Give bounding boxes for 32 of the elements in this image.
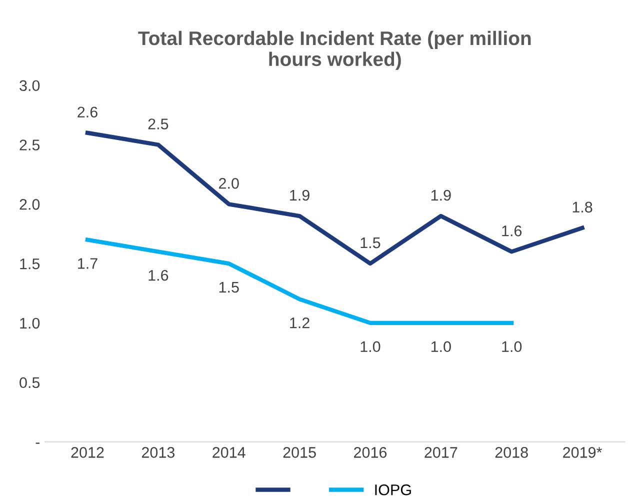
y-tick-label: 3.0 — [20, 80, 40, 92]
y-tick-label: - — [36, 442, 40, 444]
x-tick-label: 2018 — [495, 447, 528, 458]
y-tick-label: 2.5 — [20, 140, 40, 150]
data-label: 1.0 — [431, 341, 451, 352]
data-label: 2.5 — [148, 118, 168, 130]
data-label: 2.6 — [78, 106, 98, 118]
x-tick-label: 2015 — [283, 447, 316, 458]
x-tick-label: 2013 — [142, 447, 174, 458]
x-tick-label: 2017 — [424, 447, 458, 458]
data-label: 1.0 — [360, 341, 380, 352]
x-tick-label: 2016 — [354, 447, 387, 458]
y-tick-label: 0.5 — [20, 377, 40, 388]
data-label: 1.9 — [431, 190, 451, 201]
y-tick-label: 1.0 — [20, 318, 40, 329]
data-label: 1.5 — [360, 238, 380, 248]
y-tick-label: 2.0 — [20, 199, 40, 210]
x-tick-label: 2012 — [71, 447, 104, 458]
x-tick-label: 2019* — [563, 447, 602, 458]
data-label: 1.8 — [572, 202, 592, 213]
data-label: 1.2 — [290, 317, 310, 328]
y-tick-label: 1.5 — [20, 258, 40, 270]
data-label: 1.0 — [502, 341, 522, 352]
data-label: 1.6 — [502, 226, 522, 236]
x-tick-label: 2014 — [212, 447, 246, 458]
data-label: 2.0 — [219, 178, 239, 189]
data-label: 1.5 — [219, 282, 239, 293]
data-label: 1.6 — [148, 270, 168, 281]
chart-title: Total Recordable Incident Rate (per million hours worked) — [138, 30, 531, 70]
data-label: 1.7 — [78, 258, 98, 269]
legend-label: IOPG — [375, 484, 411, 496]
data-label: 1.9 — [290, 190, 310, 201]
